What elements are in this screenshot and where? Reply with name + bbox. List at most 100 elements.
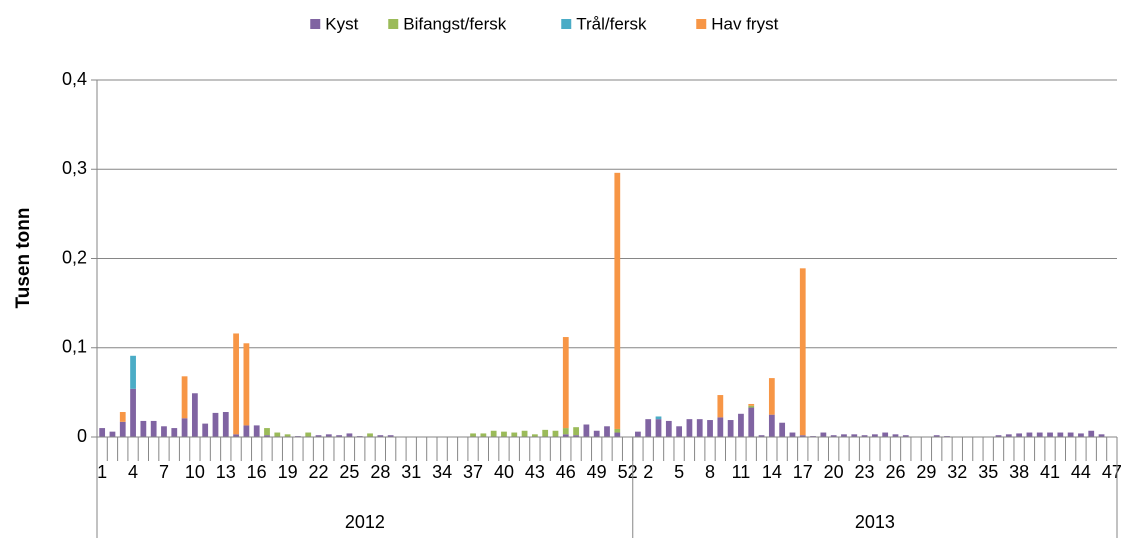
bar <box>717 417 724 437</box>
bar <box>799 268 806 436</box>
legend-swatch <box>561 19 572 29</box>
bar <box>655 419 662 437</box>
bar <box>501 431 507 437</box>
x-tick-label: 46 <box>556 462 576 482</box>
y-tick-label: 0,3 <box>62 158 87 178</box>
legend-swatch <box>696 19 707 29</box>
bar <box>274 432 281 437</box>
bar <box>109 431 116 437</box>
y-axis-label: Tusen tonn <box>13 208 34 309</box>
x-tick-label: 41 <box>1040 462 1060 482</box>
bar <box>387 435 394 437</box>
bar <box>181 376 188 419</box>
x-tick-label: 5 <box>674 462 684 482</box>
bar <box>181 418 188 437</box>
x-tick-label: 37 <box>463 462 483 482</box>
x-tick-label: 17 <box>793 462 813 482</box>
y-tick-label: 0,1 <box>62 337 87 357</box>
bar <box>562 434 569 437</box>
bar <box>614 432 621 437</box>
bar <box>202 423 209 437</box>
bar <box>171 428 178 437</box>
bar <box>1098 434 1105 437</box>
bar <box>1005 434 1012 437</box>
x-tick-label: 52 <box>618 462 638 482</box>
legend-label: Hav fryst <box>711 14 778 33</box>
bar <box>1026 432 1033 437</box>
x-tick-label: 40 <box>494 462 514 482</box>
bar <box>1078 433 1084 437</box>
bar <box>325 434 332 437</box>
x-tick-label: 34 <box>432 462 452 482</box>
bar <box>521 430 528 437</box>
bar <box>748 407 755 437</box>
bar <box>336 435 343 437</box>
x-tick-label: 38 <box>1009 462 1029 482</box>
bar <box>367 433 373 437</box>
bar <box>150 420 157 437</box>
bar <box>748 403 755 406</box>
bar <box>995 435 1002 437</box>
y-tick-label: 0 <box>77 426 87 446</box>
bar <box>768 378 775 415</box>
bar <box>861 435 868 437</box>
x-tick-label: 19 <box>278 462 298 482</box>
bar <box>233 333 239 435</box>
bar <box>99 428 106 437</box>
x-tick-label: 49 <box>587 462 607 482</box>
x-tick-label: 16 <box>247 462 267 482</box>
bar <box>119 412 126 422</box>
legend-label: Kyst <box>325 14 358 33</box>
bar <box>212 412 219 437</box>
bar <box>830 435 837 437</box>
y-tick-label: 0,2 <box>62 247 87 267</box>
bar <box>480 433 487 437</box>
bar <box>130 388 136 437</box>
bar <box>696 419 703 437</box>
bar <box>470 433 476 437</box>
bar <box>604 426 610 437</box>
x-tick-label: 22 <box>308 462 328 482</box>
bar <box>1088 430 1095 437</box>
bar <box>140 420 147 437</box>
bar <box>789 432 796 437</box>
x-tick-label: 2 <box>643 462 653 482</box>
bar <box>222 412 229 437</box>
x-tick-label: 35 <box>978 462 998 482</box>
x-tick-label: 44 <box>1071 462 1091 482</box>
bar <box>253 425 260 437</box>
bar <box>593 430 600 437</box>
x-tick-label: 8 <box>705 462 715 482</box>
x-tick-label: 23 <box>855 462 875 482</box>
bar <box>768 414 775 437</box>
legend-swatch <box>388 19 399 29</box>
bar <box>933 435 940 437</box>
bar <box>820 432 827 437</box>
bar <box>511 432 518 437</box>
x-tick-label: 29 <box>916 462 936 482</box>
x-tick-label: 43 <box>525 462 545 482</box>
bar <box>490 430 497 437</box>
x-tick-label: 26 <box>885 462 905 482</box>
bar <box>871 434 878 437</box>
bar <box>614 172 621 429</box>
bar <box>707 420 713 437</box>
bar <box>583 424 590 437</box>
bar <box>243 425 250 437</box>
bar <box>562 337 569 429</box>
bar <box>1057 432 1064 437</box>
bar <box>315 435 322 437</box>
bar <box>882 432 889 437</box>
bar <box>573 427 579 436</box>
bar <box>264 428 270 436</box>
bar <box>542 429 549 437</box>
bar <box>1067 432 1074 437</box>
legend-label: Trål/fersk <box>576 14 647 33</box>
bar <box>665 420 672 437</box>
bar <box>645 419 652 437</box>
bar <box>748 405 755 408</box>
x-tick-label: 14 <box>762 462 782 482</box>
bar <box>841 434 847 437</box>
bar <box>573 435 579 437</box>
